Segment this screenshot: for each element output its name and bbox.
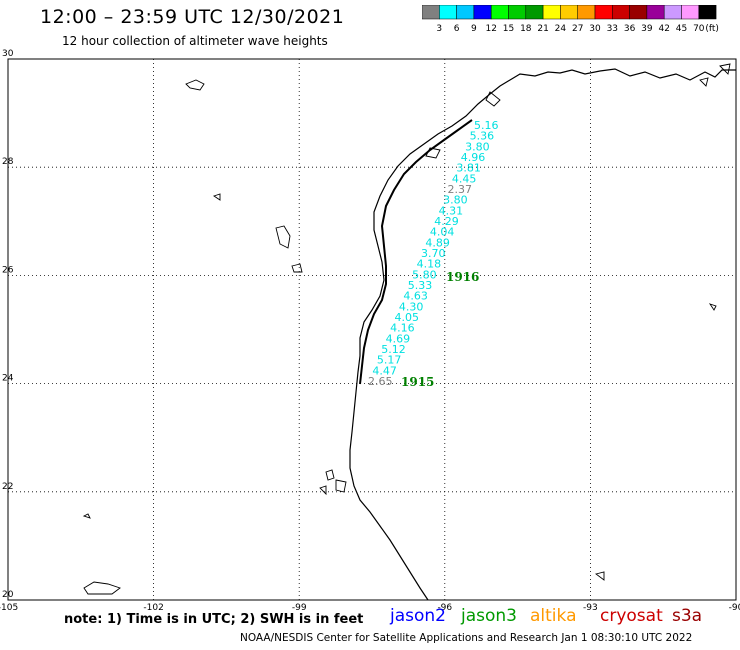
axis-labels: -105 -102 -99 -96 -93 -90 30 28 26 24 22 20 bbox=[0, 49, 740, 613]
colorbar-tick-label: 15 bbox=[503, 24, 514, 34]
wave-height-label: 5.12 bbox=[381, 343, 406, 356]
wave-height-label: 5.33 bbox=[408, 279, 433, 292]
colorbar-tick-label: 36 bbox=[624, 24, 636, 34]
wave-height-label: 3.80 bbox=[465, 140, 490, 153]
wave-height-label: 4.63 bbox=[403, 290, 428, 303]
latitude-tick-label: 20 bbox=[2, 590, 14, 600]
wave-height-label: 5.16 bbox=[474, 119, 499, 132]
wave-height-label: 2.37 bbox=[448, 183, 473, 196]
footnote: note: 1) Time is in UTC; 2) SWH is in fe… bbox=[64, 612, 364, 627]
satellite-legend-cryosat: cryosat bbox=[600, 606, 663, 626]
colorbar-tick-label: 21 bbox=[537, 24, 548, 34]
wave-height-label: 4.31 bbox=[439, 204, 464, 217]
longitude-tick-label: -90 bbox=[729, 603, 740, 613]
wave-height-label: 5.17 bbox=[377, 354, 402, 367]
wave-height-label: 5.36 bbox=[470, 130, 495, 143]
colorbar-tick-label: 27 bbox=[572, 24, 583, 34]
colorbar-tick-label: 39 bbox=[641, 24, 653, 34]
colorbar-tick-label: 70 bbox=[693, 24, 705, 34]
wave-height-label: 5.80 bbox=[412, 268, 437, 281]
barrier-island-coast bbox=[359, 119, 473, 385]
latitude-tick-label: 28 bbox=[2, 157, 14, 167]
longitude-tick-label: -93 bbox=[583, 603, 598, 613]
wave-height-label: 3.81 bbox=[456, 162, 481, 175]
longitude-tick-label: -99 bbox=[292, 603, 307, 613]
colorbar-tick-label: 24 bbox=[555, 24, 567, 34]
colorbar-tick-label: 6 bbox=[454, 24, 460, 34]
colorbar-tick-label: 30 bbox=[589, 24, 601, 34]
wave-height-label: 3.80 bbox=[443, 194, 468, 207]
graticule bbox=[8, 59, 736, 600]
colorbar-tick-label: 3 bbox=[436, 24, 442, 34]
wave-height-label: 4.69 bbox=[386, 332, 411, 345]
colorbar-tick-label: 18 bbox=[520, 24, 532, 34]
credit-line: NOAA/NESDIS Center for Satellite Applica… bbox=[240, 632, 693, 644]
coastline bbox=[82, 63, 736, 601]
wave-height-label: 2.65 bbox=[368, 375, 393, 388]
wave-height-label: 4.29 bbox=[434, 215, 459, 228]
latitude-tick-label: 24 bbox=[2, 374, 14, 384]
wave-height-label: 4.47 bbox=[372, 364, 397, 377]
wave-height-readings: 5.165.363.804.963.814.452.373.804.314.29… bbox=[368, 119, 499, 388]
colorbar-tick-label: 33 bbox=[607, 24, 618, 34]
colorbar-tick-label: 42 bbox=[658, 24, 669, 34]
latitude-tick-label: 30 bbox=[2, 49, 14, 59]
colorbar-tick-label: 9 bbox=[471, 24, 477, 34]
page-subtitle: 12 hour collection of altimeter wave hei… bbox=[62, 34, 328, 48]
wave-height-label: 4.05 bbox=[395, 311, 420, 324]
latitude-tick-label: 22 bbox=[2, 482, 13, 492]
wave-height-label: 4.04 bbox=[430, 226, 455, 239]
pass-time-label: 1916 bbox=[446, 270, 479, 284]
colorbar-tick-label: 45 bbox=[676, 24, 687, 34]
latitude-tick-label: 26 bbox=[2, 265, 14, 275]
longitude-tick-label: -105 bbox=[0, 603, 18, 613]
pass-time-label: 1915 bbox=[401, 375, 434, 389]
colorbar-swatch bbox=[698, 5, 717, 20]
page-title: 12:00 – 23:59 UTC 12/30/2021 bbox=[40, 6, 345, 28]
gulf-coastline bbox=[349, 68, 736, 601]
satellite-legend-s3a: s3a bbox=[672, 606, 703, 626]
satellite-legend-jason3: jason3 bbox=[461, 606, 517, 626]
wave-height-label: 3.70 bbox=[421, 247, 446, 260]
satellite-legend-jason2: jason2 bbox=[390, 606, 446, 626]
wave-height-label: 4.30 bbox=[399, 300, 424, 313]
pass-time-labels: 1916 1915 bbox=[401, 270, 479, 389]
wave-height-label: 4.18 bbox=[417, 258, 442, 271]
wave-height-colorbar: 3 6 9 12 15 18 21 24 27 30 33 36 39 42 45 70 (ft) bbox=[422, 5, 719, 34]
satellite-legend-altika: altika bbox=[530, 606, 577, 626]
colorbar-unit: (ft) bbox=[705, 24, 719, 34]
longitude-tick-label: -96 bbox=[437, 603, 452, 613]
bay-outline bbox=[425, 91, 501, 159]
longitude-tick-label: -102 bbox=[143, 603, 163, 613]
wave-height-label: 4.96 bbox=[461, 151, 486, 164]
colorbar-tick-label: 12 bbox=[485, 24, 496, 34]
wave-height-label: 4.16 bbox=[390, 322, 415, 335]
wave-height-label: 4.45 bbox=[452, 172, 477, 185]
map-frame bbox=[7, 58, 737, 601]
wave-height-label: 4.89 bbox=[425, 236, 450, 249]
inland-lakes bbox=[82, 63, 731, 595]
